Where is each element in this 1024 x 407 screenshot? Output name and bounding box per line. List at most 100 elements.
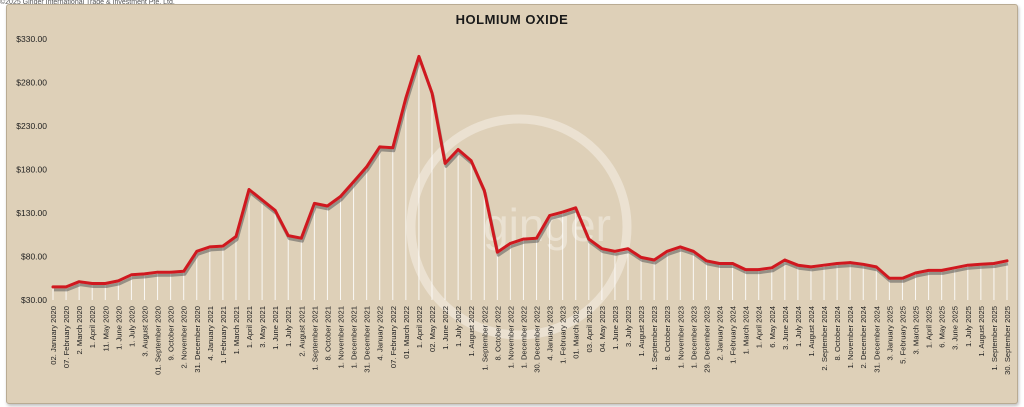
x-tick-label: 1. August 2025 [977,306,986,357]
data-point [809,265,813,269]
data-point [731,262,734,265]
data-point [652,258,656,262]
data-point [875,265,878,269]
x-tick-label: 30. December 2022 [533,306,542,373]
data-point [953,266,957,270]
x-tick-label: 31. December 2024 [872,306,881,373]
x-tick-label: 1. December 2021 [350,306,359,368]
x-tick-label: 1. June 2022 [441,306,450,350]
x-tick-label: 1. February 2023 [559,306,568,364]
y-tick-label: $80.00 [21,252,47,262]
data-point [861,263,865,266]
data-point [966,263,970,267]
y-tick-label: $230.00 [16,121,47,131]
x-tick-label: 1. February 2024 [729,306,738,364]
y-tick-label: $280.00 [16,78,47,88]
source-note: ©2025 Ginger International Trade & Inves… [0,0,175,6]
data-point [208,245,212,249]
data-point [482,189,486,192]
x-tick-label: 4. January 2021 [206,306,215,360]
data-point [692,249,695,253]
x-tick-label: 07. February 2022 [389,306,398,368]
x-tick-label: 02. January 2020 [49,306,58,365]
data-point [744,268,747,271]
x-tick-label: 6. May 2024 [768,306,777,348]
x-tick-label: 02. May 2022 [428,306,437,352]
data-point [992,262,996,265]
data-point [770,266,774,270]
data-point [404,96,408,100]
x-tick-label: 1. March 2024 [742,306,751,355]
x-tick-label: 2. August 2021 [297,306,306,357]
data-point [64,285,68,289]
x-tick-label: 4. January 2022 [376,306,385,360]
data-point [888,276,891,280]
x-tick-label: 1. August 2022 [467,306,476,357]
x-tick-label: 1. July 2025 [964,306,973,347]
x-tick-label: 1. November 2021 [337,306,346,368]
data-point [665,249,669,253]
y-tick-label: $180.00 [16,165,47,175]
x-tick-label: 01. March 2022 [402,306,411,359]
series-line [51,54,1009,289]
data-point [940,269,943,272]
series-line-shadow [54,57,1009,292]
data-point [561,210,564,214]
data-point [103,282,107,285]
data-point [77,280,81,284]
data-point [273,209,277,212]
data-point [535,236,538,240]
x-tick-label: 1. April 2022 [415,306,424,348]
data-point [848,261,852,264]
x-tick-label: 2. November 2020 [180,306,189,368]
x-tick-label: 1. August 2023 [637,306,646,357]
x-tick-label: 1. April 2024 [755,306,764,348]
data-point [1005,259,1009,263]
data-point [391,146,395,150]
x-tick-label: 1. February 2021 [219,306,228,364]
x-tick-label: 31. December 2021 [363,306,372,373]
data-point [901,276,904,280]
y-tick-label: $330.00 [16,34,47,44]
watermark-circle [406,114,632,340]
data-point [600,247,604,250]
data-point [783,258,787,262]
data-point [286,234,290,237]
x-tick-label: 2. December 2024 [859,306,868,368]
data-point [509,242,512,245]
y-tick-label: $130.00 [16,208,47,218]
x-tick-label: 1. November 2022 [506,306,515,368]
x-tick-label: 8. October 2023 [663,306,672,360]
data-point [221,244,225,248]
data-point [365,165,368,169]
data-point [260,198,264,202]
data-point [378,145,382,149]
data-point [234,235,238,238]
x-tick-label: 01. September 2020 [154,306,163,375]
data-point [326,204,329,208]
x-tick-label: 1. November 2023 [676,306,685,368]
data-point [117,279,120,283]
data-point [757,268,760,271]
data-point [182,269,185,273]
x-tick-label: 11. May 2020 [101,306,110,351]
x-tick-label: 1. June 2021 [271,306,280,350]
data-point [247,188,251,191]
x-tick-label: 3. May 2021 [258,306,267,348]
x-tick-label: 29. December 2023 [702,306,711,373]
data-point [626,247,630,250]
x-tick-label: 1. April 2021 [245,306,254,348]
data-point [90,282,94,285]
data-point [705,259,708,263]
x-tick-label: 2. January 2024 [715,306,724,360]
x-tick-label: 04. May 2023 [598,306,607,352]
x-tick-label: 1. July 2020 [127,306,136,347]
x-tick-label: 1. June 2020 [114,306,123,350]
x-tick-label: 2. March 2020 [75,306,84,355]
y-tick-label: $30.00 [21,295,47,305]
data-point [430,91,434,95]
x-tick-label: 03. April 2023 [585,306,594,352]
x-tick-label: 1. September 2021 [310,306,319,371]
x-tick-label: 1. March 2021 [232,306,241,355]
x-tick-label: 1. December 2023 [689,306,698,368]
